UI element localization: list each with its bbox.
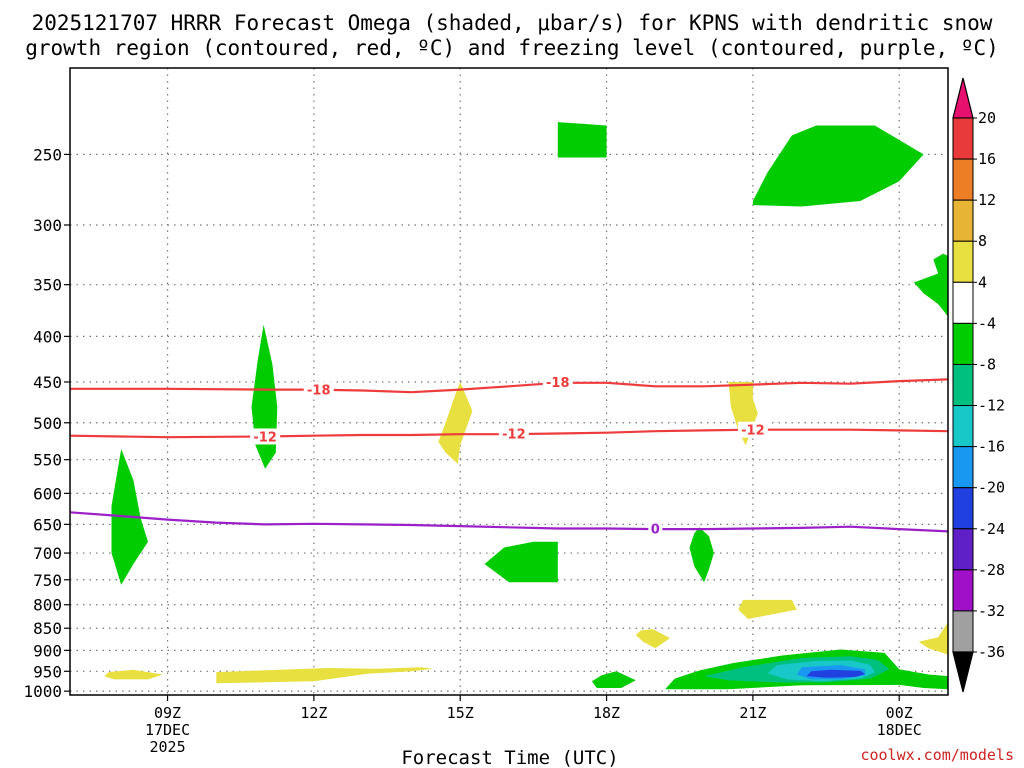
dgz-contour-1-label-1: -12 [502, 427, 526, 442]
colorbar-segment-1 [952, 158, 974, 201]
dgz-contour-0-label-1: -18 [546, 376, 570, 391]
pressure-axis: 250 300 350 400 450 500 550 600 650 700 750 800 850 9… [23, 145, 70, 701]
dgz-contour-0-label-bg-0 [303, 381, 334, 398]
ytick-label-800: 800 [33, 596, 62, 615]
colorbar-label-7: -12 [978, 397, 1005, 415]
ytick-label-700: 700 [33, 544, 62, 563]
freezing-contour-label-bg-0 [648, 520, 663, 537]
dgz-contour-0-label-0: -18 [307, 384, 331, 399]
colorbar-segment-4 [952, 281, 974, 324]
colorbar-label-13: -36 [978, 643, 1005, 661]
colorbar-label-12: -32 [978, 602, 1005, 620]
freezing-contour-line [69, 511, 949, 533]
temperature-contours: -18 -18 -12 -12 -12 0 [69, 373, 949, 538]
omega-colorbar: 20 16 12 8 4 -4 -8 -12 -16 -20 -24 -28 -32 -36 [952, 77, 1005, 693]
ytick-label-400: 400 [33, 327, 62, 346]
chart-title-line1: 2025121707 HRRR Forecast Omega (shaded, … [32, 11, 993, 35]
colorbar-label-3: 8 [978, 232, 987, 250]
x-axis-title: Forecast Time (UTC) [401, 747, 618, 768]
colorbar-segment-12 [952, 610, 974, 653]
omega-region-19-class4 [216, 667, 434, 684]
xtick-label-18-0: 18Z [593, 704, 620, 722]
xtick-label-9-1: 17DEC [145, 721, 190, 739]
dgz-contour-0-label-bg-1 [542, 373, 573, 390]
omega-region-15-class4 [738, 599, 797, 619]
omega-region-2-class-8 [913, 253, 948, 317]
xtick-label-24-1: 18DEC [877, 721, 922, 739]
colorbar-label-2: 12 [978, 191, 996, 209]
colorbar-label-0: 20 [978, 109, 996, 127]
xtick-label-12-0: 12Z [300, 704, 327, 722]
ytick-label-350: 350 [33, 276, 62, 295]
colorbar-label-5: -4 [978, 314, 996, 332]
xtick-label-24-0: 00Z [886, 704, 913, 722]
dgz-contour-1-line [69, 428, 949, 439]
omega-region-17-class4 [918, 622, 948, 655]
omega-region-13-class4 [438, 382, 473, 464]
colorbar-segment-8 [952, 446, 974, 489]
xtick-label-15-0: 15Z [447, 704, 474, 722]
colorbar-label-6: -8 [978, 355, 996, 373]
colorbar-label-4: 4 [978, 273, 987, 291]
colorbar-label-10: -24 [978, 520, 1005, 538]
colorbar-label-11: -28 [978, 561, 1005, 579]
colorbar-segment-9 [952, 487, 974, 530]
omega-region-7-class-8 [591, 671, 636, 688]
omega-region-6-class-8 [689, 527, 714, 583]
xtick-label-9-0: 09Z [154, 704, 181, 722]
ytick-label-650: 650 [33, 515, 62, 534]
colorbar-bottom-arrow [952, 651, 974, 693]
ytick-label-550: 550 [33, 451, 62, 470]
ytick-label-450: 450 [33, 373, 62, 392]
ytick-label-1000: 1000 [23, 682, 62, 701]
omega-region-16-class4 [635, 629, 670, 649]
colorbar-label-9: -20 [978, 479, 1005, 497]
colorbar-segment-2 [952, 199, 974, 242]
ytick-label-600: 600 [33, 484, 62, 503]
omega-region-5-class-8 [484, 541, 558, 583]
omega-region-1-class-8 [752, 125, 924, 207]
colorbar-segment-10 [952, 528, 974, 571]
ytick-label-750: 750 [33, 571, 62, 590]
ytick-label-950: 950 [33, 662, 62, 681]
colorbar-label-8: -16 [978, 438, 1005, 456]
ytick-label-850: 850 [33, 619, 62, 638]
omega-region-12-class-24 [806, 669, 866, 678]
ytick-label-300: 300 [33, 216, 62, 235]
colorbar-segment-11 [952, 569, 974, 612]
site-credit: coolwx.com/models [860, 746, 1014, 764]
ytick-label-900: 900 [33, 641, 62, 660]
chart-title-line2: growth region (contoured, red, ºC) and f… [25, 36, 999, 60]
colorbar-segment-3 [952, 240, 974, 283]
freezing-contour-label-0: 0 [651, 523, 660, 538]
colorbar-segment-5 [952, 322, 974, 365]
colorbar-segment-7 [952, 405, 974, 448]
colorbar-segment-6 [952, 363, 974, 407]
omega-region-0-class-8 [557, 122, 607, 158]
colorbar-top-arrow [952, 77, 974, 119]
colorbar-label-1: 16 [978, 150, 996, 168]
dgz-contour-1-label-0: -12 [253, 430, 277, 445]
dgz-contour-1-label-bg-1 [498, 425, 529, 442]
omega-region-18-class4 [104, 669, 163, 680]
ytick-label-250: 250 [33, 145, 62, 164]
colorbar-segment-0 [952, 117, 974, 160]
dgz-contour-1-label-bg-0 [250, 428, 281, 445]
dgz-contour-1-label-2: -12 [741, 424, 765, 439]
dgz-contour-1-label-bg-2 [737, 421, 768, 438]
xtick-label-21-0: 21Z [739, 704, 766, 722]
xtick-label-9-2: 2025 [149, 738, 185, 756]
ytick-label-500: 500 [33, 414, 62, 433]
